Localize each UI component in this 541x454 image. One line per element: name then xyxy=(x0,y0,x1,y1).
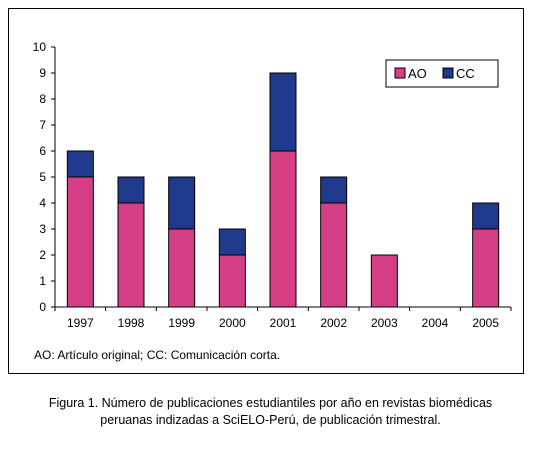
bar-ao-2003 xyxy=(370,254,398,308)
bar-cc-2001 xyxy=(269,72,297,152)
legend-swatch-ao xyxy=(394,67,406,79)
bar-cc-2002 xyxy=(320,176,348,204)
legend-label-cc: CC xyxy=(456,66,475,81)
y-tick-label-4: 4 xyxy=(39,196,46,210)
bar-ao-2002 xyxy=(320,202,348,308)
y-tick-label-10: 10 xyxy=(33,40,47,54)
x-tick-label-1997: 1997 xyxy=(67,316,94,330)
x-tick-label-2004: 2004 xyxy=(422,316,449,330)
bar-ao-1997 xyxy=(66,176,94,308)
bar-ao-2000 xyxy=(218,254,246,308)
abbreviation-note: AO: Artículo original; CC: Comunicación … xyxy=(34,348,281,362)
x-tick-label-2003: 2003 xyxy=(371,316,398,330)
x-tick-label-2001: 2001 xyxy=(270,316,297,330)
x-tick-label-2005: 2005 xyxy=(472,316,499,330)
caption-line-2: peruanas indizadas a SciELO-Perú, de pub… xyxy=(100,413,441,427)
legend-swatch-cc xyxy=(442,67,454,79)
bar-cc-1998 xyxy=(117,176,145,204)
stacked-bar-chart: 0 1 2 3 4 5 6 7 8 9 10 1997 1998 1999 2000 2001 2002 2003… xyxy=(33,40,512,330)
x-tick-label-1998: 1998 xyxy=(118,316,145,330)
x-tick-label-2002: 2002 xyxy=(320,316,347,330)
y-tick-label-3: 3 xyxy=(39,222,46,236)
legend-box xyxy=(385,59,499,88)
figure-caption: Figura 1. Número de publicaciones estudi… xyxy=(0,395,541,429)
caption-line-1: Figura 1. Número de publicaciones estudi… xyxy=(48,396,493,410)
y-tick-label-9: 9 xyxy=(39,66,46,80)
y-tick-label-7: 7 xyxy=(39,118,46,132)
bar-ao-1999 xyxy=(168,228,196,308)
bar-cc-2000 xyxy=(218,228,246,256)
bar-ao-2005 xyxy=(472,228,500,308)
bar-ao-2001 xyxy=(269,150,297,308)
x-tick-label-2000: 2000 xyxy=(219,316,246,330)
y-tick-label-2: 2 xyxy=(39,248,46,262)
y-tick-label-5: 5 xyxy=(39,170,46,184)
legend-label-ao: AO xyxy=(408,66,427,81)
y-tick-label-1: 1 xyxy=(39,274,46,288)
y-tick-label-6: 6 xyxy=(39,144,46,158)
bar-cc-1997 xyxy=(66,150,94,178)
x-tick-label-1999: 1999 xyxy=(168,316,195,330)
bar-cc-2005 xyxy=(472,202,500,230)
y-tick-label-8: 8 xyxy=(39,92,46,106)
bar-cc-1999 xyxy=(168,176,196,230)
y-tick-label-0: 0 xyxy=(39,300,46,314)
bar-ao-1998 xyxy=(117,202,145,308)
